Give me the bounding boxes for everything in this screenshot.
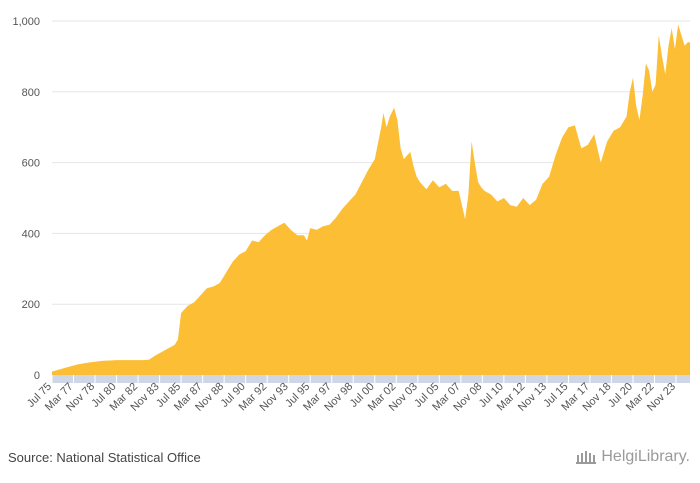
y-tick-label: 1,000 bbox=[12, 16, 40, 28]
y-tick-label: 600 bbox=[22, 158, 40, 170]
y-axis: 0 200 400 600 800 1,000 bbox=[12, 16, 40, 382]
source-note: Source: National Statistical Office bbox=[8, 450, 201, 465]
area-fill bbox=[52, 24, 690, 375]
y-tick-label: 200 bbox=[22, 299, 40, 311]
helgi-library-logo: HelgiLibrary. bbox=[575, 448, 690, 466]
area-series bbox=[52, 24, 690, 375]
y-tick-label: 800 bbox=[22, 87, 40, 99]
library-building-icon bbox=[576, 451, 597, 464]
y-tick-label: 0 bbox=[34, 370, 40, 382]
logo-text: HelgiLibrary. bbox=[601, 448, 690, 465]
y-tick-label: 400 bbox=[22, 228, 40, 240]
x-axis-band bbox=[52, 375, 690, 383]
